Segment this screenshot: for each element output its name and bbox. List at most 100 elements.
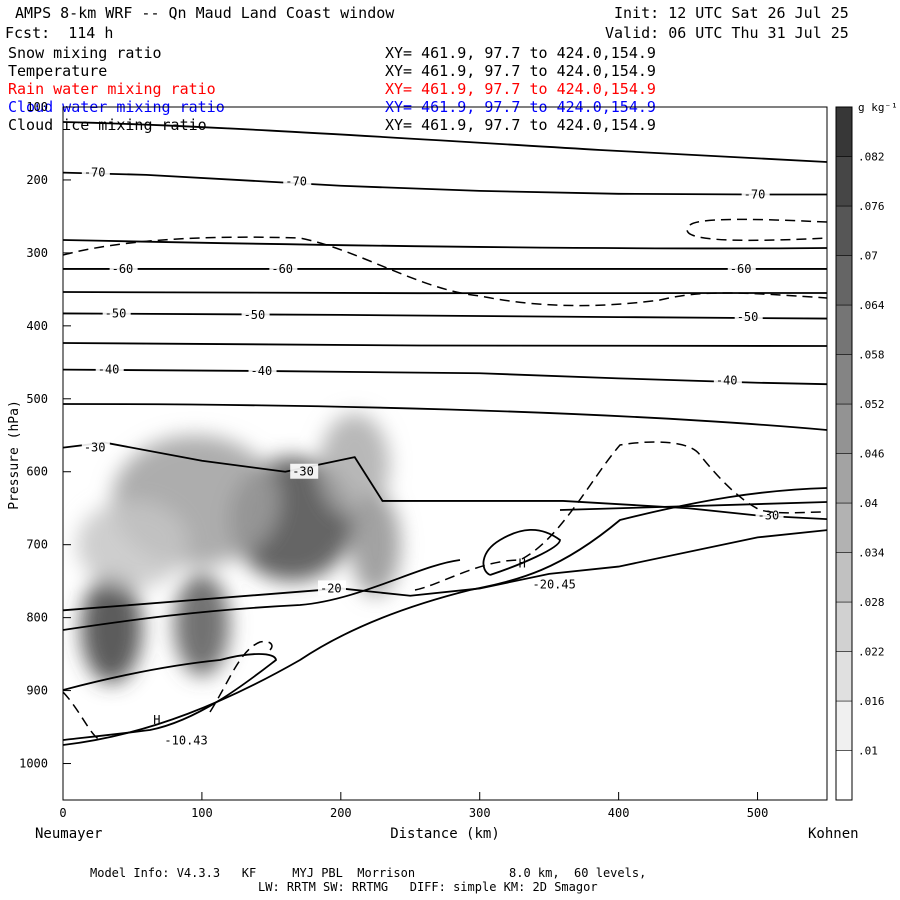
contour-label-bg [109,260,138,276]
snow-blob [174,573,230,676]
contour-label-bg [290,463,319,479]
contour-label: -60 [730,262,752,276]
contour-label-bg [269,260,298,276]
contour-label: -20 [320,581,342,595]
solid-contours-extra [63,121,827,746]
x-tick-label: 100 [191,806,213,820]
contour-label: -70 [285,174,307,188]
colorbar-cell [835,255,853,306]
contour-label-bg [248,363,277,379]
contour-label-bg [102,305,131,321]
cloud-ice-contours [63,218,827,741]
colorbar-tick-label: .022 [858,646,885,659]
colorbar-tick-label: .058 [858,349,885,362]
plot-frame [62,106,828,801]
colorbar-cell [835,403,853,454]
model-info-line1: Model Info: V4.3.3 KF MYJ PBL Morrison 8… [90,866,647,880]
contour-label: -50 [737,310,759,324]
colorbar-tick-label: .07 [858,250,878,263]
snow-blob [81,573,143,684]
field-xy: XY= 461.9, 97.7 to 424.0,154.9 [385,44,656,62]
y-tick-label: 1000 [19,757,48,771]
y-tick-label: 800 [26,611,48,625]
contour-label-bg [755,507,784,523]
contour-label: -60 [271,262,293,276]
colorbar-tick-label: .076 [858,200,885,213]
annotation-label: H [519,556,526,570]
colorbar-cell [835,700,853,751]
colorbar-cell [835,502,853,553]
field-name: Temperature [8,62,108,80]
field-name: Snow mixing ratio [8,44,162,62]
y-tick-label: 700 [26,538,48,552]
y-tick-label: 300 [26,246,48,260]
x-tick-label: 400 [608,806,630,820]
x-right-endpoint-label: Kohnen [808,826,859,842]
y-tick-label: 100 [26,100,48,114]
y-tick-label: 900 [26,684,48,698]
x-tick-label: 0 [59,806,66,820]
snow-blob [319,413,390,516]
field-name: Cloud ice mixing ratio [8,116,207,134]
colorbar-cell [835,750,853,801]
chart-title: AMPS 8-km WRF -- Qn Maud Land Coast wind… [15,4,395,22]
contour-label-bg [81,164,110,180]
contour-annotations: H -10.43 H -20.45 [153,556,576,747]
contour-label-bg [283,173,312,189]
x-tick-label: 200 [330,806,352,820]
contour-label: -50 [105,306,127,320]
temperature-contours: -70 -70 -70 -60 -60 -60 -50 -50 -50 -40 -40 -40 -30 -… [63,164,827,612]
contour-label: -30 [758,509,780,523]
colorbar-tick-label: .016 [858,695,885,708]
colorbar-cell [835,453,853,504]
colorbar-unit: g kg⁻¹ [858,101,898,114]
field-xy: XY= 461.9, 97.7 to 424.0,154.9 [385,80,656,98]
contour-label-bg [317,580,346,596]
contour-label-bg [727,260,756,276]
contour-label-bg [741,186,770,202]
contour-label-bg [81,439,110,455]
contour-label: -40 [251,364,273,378]
y-tick-label: 600 [26,465,48,479]
temperature-contour [63,312,827,320]
contour-label: -30 [84,441,106,455]
contour-label-bg [734,309,763,325]
contour-label: -60 [112,262,134,276]
annotation-label: H [153,713,160,727]
shading-group [76,413,401,684]
x-left-endpoint-label: Neumayer [35,826,102,842]
contour-label: -70 [84,166,106,180]
init-time: Init: 12 UTC Sat 26 Jul 25 [614,4,849,22]
colorbar-cell [835,354,853,405]
x-axis-label: Distance (km) [390,826,500,842]
colorbar-cell [835,651,853,702]
y-tick-label: 500 [26,392,48,406]
y-tick-label: 400 [26,319,48,333]
field-xy: XY= 461.9, 97.7 to 424.0,154.9 [385,116,656,134]
x-tick-label: 500 [747,806,769,820]
forecast-hour: Fcst: 114 h [5,24,114,42]
colorbar-tick-label: .082 [858,151,885,164]
colorbar-tick-label: .052 [858,398,885,411]
contour-label: -70 [744,188,766,202]
colorbar: .01 .016 .022 .028 .034 .04 .046 .052 .058 .064 .0… [835,101,898,801]
y-tick-label: 200 [26,173,48,187]
valid-time: Valid: 06 UTC Thu 31 Jul 25 [605,24,849,42]
snow-blob [76,500,189,589]
y-axis-label: Pressure (hPa) [7,400,22,510]
snow-blob [350,493,401,596]
contour-label: -40 [98,363,120,377]
x-tick-label: 300 [469,806,491,820]
field-xy: XY= 461.9, 97.7 to 424.0,154.9 [385,62,656,80]
model-info-line2: LW: RRTM SW: RRTMG DIFF: simple KM: 2D S… [258,880,598,894]
temperature-contour [63,171,827,196]
snow-mixing-ratio-shading [76,413,401,684]
colorbar-tick-label: .034 [858,547,885,560]
annotation-label: -10.43 [164,734,207,748]
contour-label: -50 [244,308,266,322]
colorbar-cell [835,205,853,256]
colorbar-tick-label: .046 [858,448,885,461]
contour-label: -40 [716,374,738,388]
colorbar-tick-label: .04 [858,497,878,510]
